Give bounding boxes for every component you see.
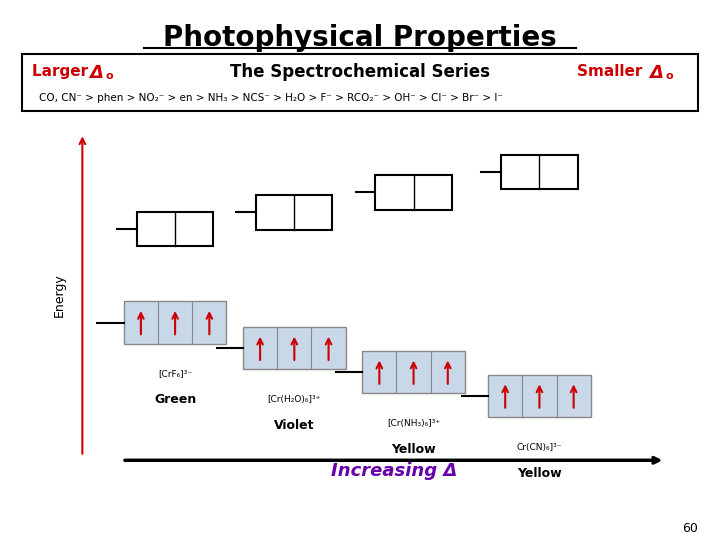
Text: Yellow: Yellow: [391, 443, 436, 456]
Text: o: o: [666, 71, 673, 81]
Bar: [488, 375, 591, 417]
Bar: [362, 351, 465, 393]
Text: [CrF₆]³⁻: [CrF₆]³⁻: [158, 369, 192, 379]
Text: [Cr(H₂O)₆]³⁺: [Cr(H₂O)₆]³⁺: [268, 395, 321, 404]
Bar: [501, 154, 577, 190]
Text: o: o: [106, 71, 113, 81]
Bar: [256, 195, 333, 230]
Text: Cr(CN)₆]³⁻: Cr(CN)₆]³⁻: [517, 443, 562, 452]
Bar: [376, 175, 451, 210]
Text: Green: Green: [154, 393, 197, 406]
Text: Photophysical Properties: Photophysical Properties: [163, 24, 557, 52]
Text: The Spectrochemical Series: The Spectrochemical Series: [230, 63, 490, 80]
Text: [Cr(NH₃)₆]³⁺: [Cr(NH₃)₆]³⁺: [387, 419, 440, 428]
Bar: [124, 301, 226, 344]
Text: Δ: Δ: [89, 64, 103, 82]
Text: Energy: Energy: [53, 273, 66, 317]
Text: Increasing Δ: Increasing Δ: [330, 462, 456, 481]
Text: Larger: Larger: [32, 64, 93, 79]
Bar: [137, 212, 213, 246]
Text: Yellow: Yellow: [517, 467, 562, 480]
Text: 60: 60: [683, 522, 698, 535]
Text: Δ: Δ: [649, 64, 664, 82]
Text: Smaller: Smaller: [577, 64, 647, 79]
Bar: [243, 327, 346, 369]
Text: Violet: Violet: [274, 419, 315, 432]
Text: CO, CN⁻ > phen > NO₂⁻ > en > NH₃ > NCS⁻ > H₂O > F⁻ > RCO₂⁻ > OH⁻ > Cl⁻ > Br⁻ > I: CO, CN⁻ > phen > NO₂⁻ > en > NH₃ > NCS⁻ …: [39, 92, 503, 103]
